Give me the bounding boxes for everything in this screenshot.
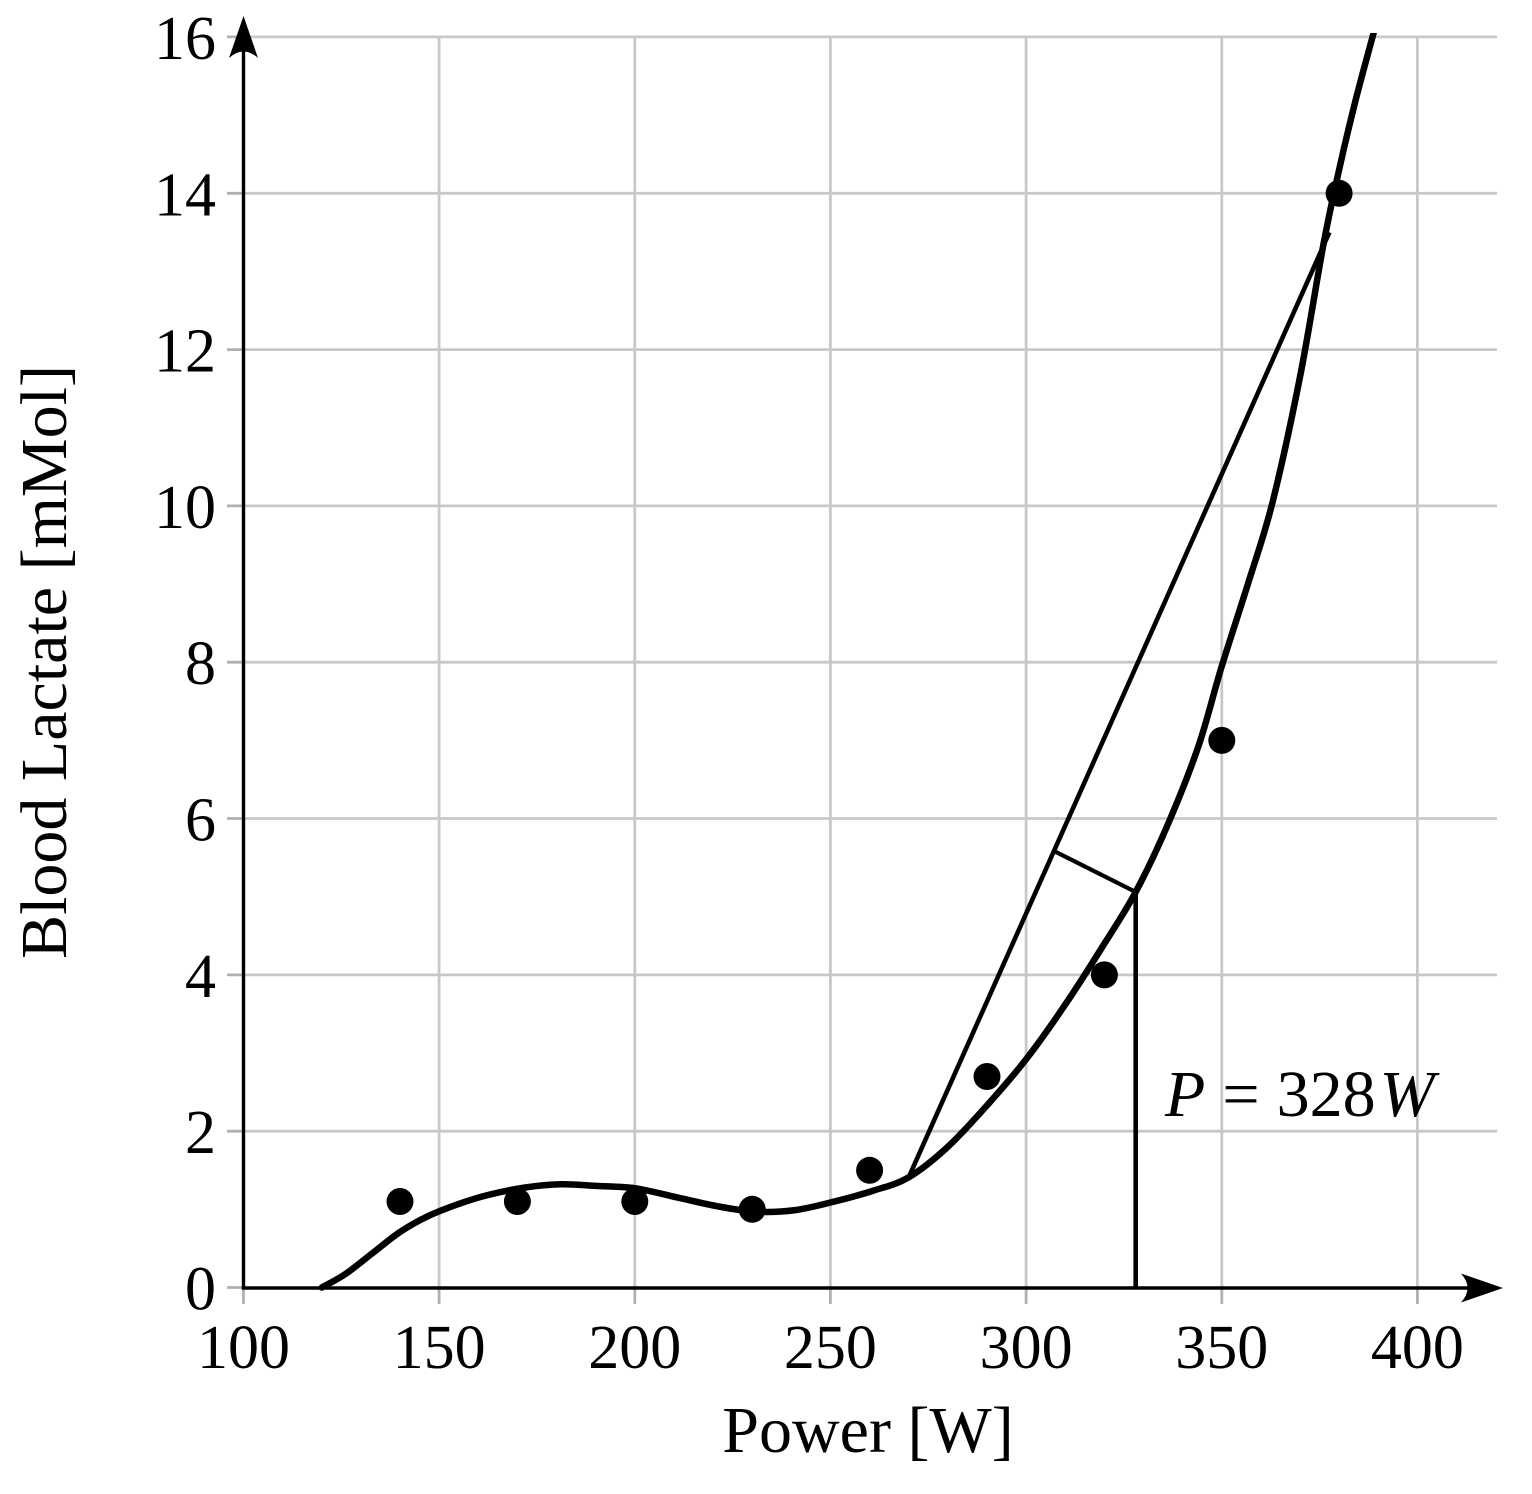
x-axis-arrowhead-icon	[1461, 1273, 1503, 1303]
y-axis-label: Blood Lactate [mMol]	[8, 365, 81, 959]
x-tick-label: 250	[784, 1314, 877, 1382]
data-point	[621, 1188, 649, 1215]
y-tick-labels: 0 2 4 6 8 10 12 14 16	[154, 5, 216, 1324]
y-tick-label: 14	[154, 161, 216, 229]
x-tick-label: 400	[1371, 1314, 1464, 1382]
data-point	[973, 1063, 1001, 1090]
annotation-equals: =	[1222, 1058, 1259, 1131]
annotation-symbol: P	[1164, 1058, 1205, 1131]
threshold-annotation: P = 328W	[1164, 1058, 1440, 1131]
data-point	[1208, 726, 1236, 754]
y-axis-arrowhead-icon	[229, 16, 258, 58]
annotation-unit: W	[1380, 1058, 1440, 1131]
y-tick-label: 10	[154, 474, 216, 542]
lactate-fit-curve	[318, 33, 1377, 1291]
x-tick-label: 350	[1175, 1314, 1268, 1382]
chord-line	[906, 231, 1332, 1179]
y-tick-label: 16	[154, 5, 216, 73]
data-point	[738, 1195, 766, 1223]
y-tick-label: 2	[185, 1099, 216, 1167]
y-tick-label: 0	[185, 1256, 216, 1324]
axis-ticks	[227, 35, 1419, 1304]
annotation-value: 328	[1277, 1058, 1376, 1131]
x-tick-label: 150	[393, 1314, 486, 1382]
y-tick-label: 6	[185, 787, 216, 855]
data-point	[503, 1188, 531, 1215]
x-tick-label: 200	[588, 1314, 681, 1382]
dmax-perpendicular-segment	[1053, 849, 1137, 894]
x-tick-label: 100	[197, 1314, 290, 1382]
y-tick-label: 12	[154, 318, 216, 386]
data-point	[1090, 961, 1118, 989]
x-tick-labels: 100 150 200 250 300 350 400	[197, 1314, 1464, 1382]
y-tick-label: 4	[185, 943, 216, 1011]
x-tick-label: 300	[980, 1314, 1073, 1382]
data-point	[1325, 179, 1353, 207]
data-points	[386, 179, 1353, 1223]
data-point	[386, 1188, 414, 1215]
x-axis-label: Power [W]	[722, 1394, 1013, 1467]
y-tick-label: 8	[185, 630, 216, 698]
data-point	[856, 1156, 884, 1184]
